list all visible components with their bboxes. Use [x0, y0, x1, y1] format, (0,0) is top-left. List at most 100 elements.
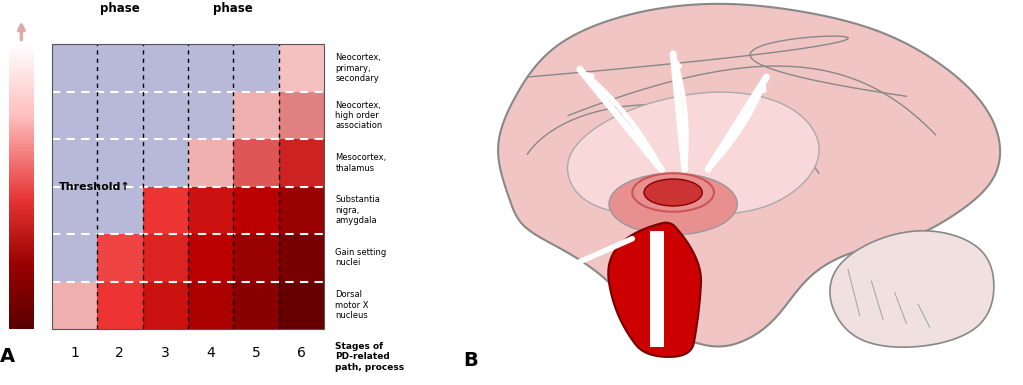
Bar — [9, 124, 34, 126]
Bar — [9, 156, 34, 158]
Bar — [9, 248, 34, 249]
Bar — [9, 209, 34, 211]
Text: Mesocortex,
thalamus: Mesocortex, thalamus — [336, 153, 387, 172]
Bar — [142, 139, 188, 187]
Bar — [9, 192, 34, 194]
Bar — [9, 321, 34, 323]
Bar — [9, 125, 34, 127]
Bar — [142, 187, 188, 234]
Bar — [9, 290, 34, 292]
Bar — [9, 164, 34, 165]
Bar — [9, 198, 34, 199]
Bar — [233, 139, 278, 187]
Bar — [9, 256, 34, 258]
Bar — [9, 107, 34, 109]
Bar — [9, 117, 34, 118]
Bar — [9, 232, 34, 234]
Bar — [9, 281, 34, 283]
Bar — [9, 263, 34, 265]
PathPatch shape — [830, 231, 994, 347]
Bar — [9, 159, 34, 161]
Bar — [9, 121, 34, 122]
Bar — [9, 327, 34, 329]
Bar — [9, 57, 34, 59]
Bar — [9, 193, 34, 195]
Bar — [9, 201, 34, 202]
Bar — [9, 260, 34, 262]
Bar — [9, 47, 34, 49]
Bar — [233, 187, 278, 234]
Bar — [9, 276, 34, 278]
Bar — [9, 253, 34, 255]
Bar — [9, 266, 34, 268]
Bar — [9, 223, 34, 225]
Bar — [9, 283, 34, 285]
Bar — [9, 188, 34, 189]
Bar — [188, 234, 233, 281]
Bar — [9, 77, 34, 79]
Bar — [9, 60, 34, 62]
Bar — [9, 70, 34, 71]
Bar — [9, 243, 34, 245]
Bar — [278, 92, 324, 139]
Bar — [9, 87, 34, 89]
Bar — [188, 187, 233, 234]
Bar — [9, 142, 34, 144]
Bar — [9, 168, 34, 169]
Bar — [9, 97, 34, 99]
Bar — [9, 258, 34, 259]
Bar — [9, 195, 34, 197]
Bar — [9, 221, 34, 222]
Bar — [9, 280, 34, 282]
Bar — [9, 326, 34, 328]
Bar — [9, 219, 34, 221]
Text: 4: 4 — [207, 346, 215, 360]
Bar — [142, 44, 188, 92]
Bar — [188, 92, 233, 139]
Bar — [9, 316, 34, 318]
Bar — [9, 296, 34, 298]
Bar — [52, 44, 97, 92]
Bar — [9, 58, 34, 60]
Bar — [188, 44, 233, 92]
Bar — [9, 212, 34, 214]
Bar — [9, 72, 34, 74]
Bar — [278, 234, 324, 281]
Text: Gain setting
nuclei: Gain setting nuclei — [336, 248, 387, 268]
Text: 3: 3 — [161, 346, 170, 360]
Bar — [52, 139, 97, 187]
Text: Neocortex,
high order
association: Neocortex, high order association — [336, 100, 383, 131]
Bar — [9, 235, 34, 236]
Bar — [97, 92, 142, 139]
Bar — [9, 81, 34, 83]
Bar — [9, 127, 34, 128]
Bar — [9, 203, 34, 205]
Bar — [9, 297, 34, 299]
Bar — [9, 55, 34, 57]
Bar — [9, 186, 34, 188]
Bar — [9, 45, 34, 47]
Bar — [9, 94, 34, 95]
Text: Substantia
nigra,
amygdala: Substantia nigra, amygdala — [336, 196, 381, 225]
Bar — [9, 84, 34, 85]
Bar — [9, 268, 34, 269]
Bar — [9, 285, 34, 286]
Bar — [9, 287, 34, 289]
Text: A: A — [0, 347, 15, 366]
Bar — [9, 211, 34, 212]
Bar — [9, 98, 34, 100]
Bar — [9, 264, 34, 266]
Bar — [9, 178, 34, 179]
Bar — [9, 51, 34, 53]
Bar — [9, 189, 34, 191]
Bar — [233, 92, 278, 139]
Bar — [9, 132, 34, 134]
Text: 2: 2 — [116, 346, 124, 360]
Bar — [9, 199, 34, 201]
Bar — [9, 165, 34, 167]
Text: Neocortex,
primary,
secondary: Neocortex, primary, secondary — [336, 53, 382, 83]
Bar — [9, 68, 34, 70]
Bar — [52, 187, 97, 234]
Bar — [9, 183, 34, 185]
Bar — [97, 44, 142, 92]
